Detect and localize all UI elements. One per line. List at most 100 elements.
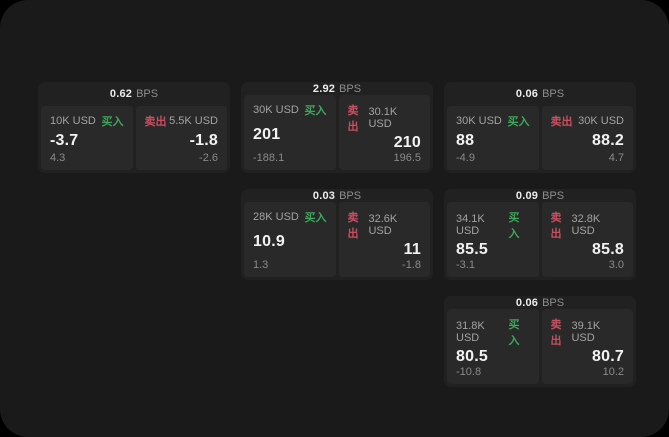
card-header: 0.62 BPS bbox=[38, 82, 230, 106]
sell-delta: 3.0 bbox=[608, 259, 624, 271]
sell-price: 88.2 bbox=[592, 131, 624, 149]
buy-label: 买入 bbox=[101, 116, 124, 128]
bps-unit-label: BPS bbox=[542, 296, 565, 309]
sell-cell[interactable]: 卖出 39.1K USD 80.7 10.2 bbox=[541, 309, 633, 384]
sell-cell[interactable]: 卖出 30K USD 88.2 4.7 bbox=[541, 106, 633, 170]
sell-cell[interactable]: 卖出 32.8K USD 85.8 3.0 bbox=[541, 202, 633, 277]
sell-price: 11 bbox=[403, 241, 421, 258]
sell-amount: 32.8K USD bbox=[571, 213, 601, 237]
bps-unit-label: BPS bbox=[542, 88, 565, 100]
sell-label: 卖出 bbox=[144, 116, 167, 128]
sell-price: 85.8 bbox=[592, 241, 624, 258]
sell-delta: 4.7 bbox=[608, 152, 624, 164]
quote-card: 0.06 BPS 30K USD 买入 88 -4.9 卖出 bbox=[444, 82, 636, 173]
buy-delta: -3.1 bbox=[456, 259, 475, 271]
sell-amount: 30.1K USD bbox=[368, 106, 398, 130]
sell-cell[interactable]: 卖出 5.5K USD -1.8 -2.6 bbox=[135, 106, 227, 170]
spread-bps-value: 0.09 bbox=[515, 189, 539, 202]
buy-price: 201 bbox=[253, 126, 281, 143]
buy-cell-top: 34.1K USD 买入 bbox=[456, 209, 530, 241]
buy-price: 80.5 bbox=[456, 348, 488, 365]
buy-price: -3.7 bbox=[50, 131, 79, 149]
buy-amount: 34.1K USD bbox=[456, 213, 485, 237]
buy-delta: 1.3 bbox=[253, 259, 269, 271]
buy-delta: -4.9 bbox=[456, 152, 475, 164]
sell-price: 210 bbox=[393, 134, 421, 151]
buy-cell[interactable]: 10K USD 买入 -3.7 4.3 bbox=[41, 106, 133, 170]
sell-delta: 196.5 bbox=[393, 152, 421, 164]
card-header: 2.92 BPS bbox=[241, 82, 433, 95]
buy-amount: 28K USD bbox=[253, 211, 299, 223]
spread-bps-value: 0.06 bbox=[515, 88, 539, 100]
buy-label: 买入 bbox=[507, 116, 530, 128]
buy-cell[interactable]: 30K USD 买入 88 -4.9 bbox=[447, 106, 539, 170]
sell-cell-top: 卖出 5.5K USD bbox=[145, 113, 219, 129]
buy-cell[interactable]: 34.1K USD 买入 85.5 -3.1 bbox=[447, 202, 539, 277]
spread-bps-value: 2.92 bbox=[312, 82, 336, 95]
bps-unit-label: BPS bbox=[339, 82, 362, 95]
sell-delta: -1.8 bbox=[402, 259, 421, 271]
buy-delta: -10.8 bbox=[456, 366, 482, 378]
spread-bps-value: 0.06 bbox=[515, 296, 539, 309]
quote-card: 0.09 BPS 34.1K USD 买入 85.5 -3.1 卖出 bbox=[444, 189, 636, 280]
bps-unit-label: BPS bbox=[542, 189, 565, 202]
sell-delta: -2.6 bbox=[199, 152, 218, 164]
buy-cell[interactable]: 28K USD 买入 10.9 1.3 bbox=[244, 202, 336, 277]
quote-cells: 31.8K USD 买入 80.5 -10.8 卖出 39.1K USD 80.… bbox=[447, 309, 633, 384]
buy-amount: 30K USD bbox=[253, 104, 299, 116]
sell-cell-top: 卖出 32.6K USD bbox=[348, 209, 422, 241]
buy-amount: 30K USD bbox=[456, 115, 502, 127]
buy-label: 买入 bbox=[304, 105, 327, 117]
sell-price: -1.8 bbox=[189, 131, 218, 149]
buy-cell-top: 31.8K USD 买入 bbox=[456, 316, 530, 348]
buy-price: 85.5 bbox=[456, 241, 488, 258]
sell-label: 卖出 bbox=[347, 212, 359, 240]
buy-delta: -188.1 bbox=[253, 152, 285, 164]
buy-cell-top: 28K USD 买入 bbox=[253, 209, 327, 225]
sell-amount: 39.1K USD bbox=[571, 320, 601, 344]
buy-cell-top: 10K USD 买入 bbox=[50, 113, 124, 129]
sell-amount: 5.5K USD bbox=[169, 115, 218, 127]
buy-label: 买入 bbox=[304, 212, 327, 224]
card-header: 0.09 BPS bbox=[444, 189, 636, 202]
quote-card: 0.03 BPS 28K USD 买入 10.9 1.3 卖出 bbox=[241, 189, 433, 280]
quote-cells: 34.1K USD 买入 85.5 -3.1 卖出 32.8K USD 85.8… bbox=[447, 202, 633, 277]
quote-card: 0.62 BPS 10K USD 买入 -3.7 4.3 卖出 bbox=[38, 82, 230, 173]
sell-label: 卖出 bbox=[550, 116, 573, 128]
buy-label: 买入 bbox=[508, 212, 520, 240]
sell-cell-top: 卖出 30K USD bbox=[551, 113, 625, 129]
spread-bps-value: 0.03 bbox=[312, 189, 336, 202]
sell-cell[interactable]: 卖出 30.1K USD 210 196.5 bbox=[338, 95, 430, 170]
buy-cell-top: 30K USD 买入 bbox=[456, 113, 530, 129]
buy-cell[interactable]: 31.8K USD 买入 80.5 -10.8 bbox=[447, 309, 539, 384]
quote-cells: 30K USD 买入 201 -188.1 卖出 30.1K USD 210 1… bbox=[244, 95, 430, 170]
buy-cell[interactable]: 30K USD 买入 201 -188.1 bbox=[244, 95, 336, 170]
buy-amount: 10K USD bbox=[50, 115, 96, 127]
sell-cell-top: 卖出 39.1K USD bbox=[551, 316, 625, 348]
card-header: 0.03 BPS bbox=[241, 189, 433, 202]
sell-cell-top: 卖出 30.1K USD bbox=[348, 102, 422, 134]
sell-amount: 30K USD bbox=[578, 115, 624, 127]
sell-cell-top: 卖出 32.8K USD bbox=[551, 209, 625, 241]
quote-cells: 28K USD 买入 10.9 1.3 卖出 32.6K USD 11 -1.8 bbox=[244, 202, 430, 277]
buy-label: 买入 bbox=[508, 319, 520, 347]
bps-unit-label: BPS bbox=[339, 189, 362, 202]
card-header: 0.06 BPS bbox=[444, 82, 636, 106]
bps-unit-label: BPS bbox=[136, 88, 159, 100]
buy-price: 88 bbox=[456, 131, 475, 149]
sell-label: 卖出 bbox=[550, 212, 562, 240]
sell-cell[interactable]: 卖出 32.6K USD 11 -1.8 bbox=[338, 202, 430, 277]
sell-amount: 32.6K USD bbox=[368, 213, 398, 237]
buy-price: 10.9 bbox=[253, 233, 285, 250]
quote-cells: 10K USD 买入 -3.7 4.3 卖出 5.5K USD -1.8 -2.… bbox=[41, 106, 227, 170]
buy-delta: 4.3 bbox=[50, 152, 66, 164]
sell-price: 80.7 bbox=[592, 348, 624, 365]
quote-card: 0.06 BPS 31.8K USD 买入 80.5 -10.8 卖 bbox=[444, 296, 636, 387]
card-header: 0.06 BPS bbox=[444, 296, 636, 309]
buy-amount: 31.8K USD bbox=[456, 320, 485, 344]
spread-bps-value: 0.62 bbox=[109, 88, 133, 100]
quote-card: 2.92 BPS 30K USD 买入 201 -188.1 卖出 bbox=[241, 82, 433, 173]
buy-cell-top: 30K USD 买入 bbox=[253, 102, 327, 118]
